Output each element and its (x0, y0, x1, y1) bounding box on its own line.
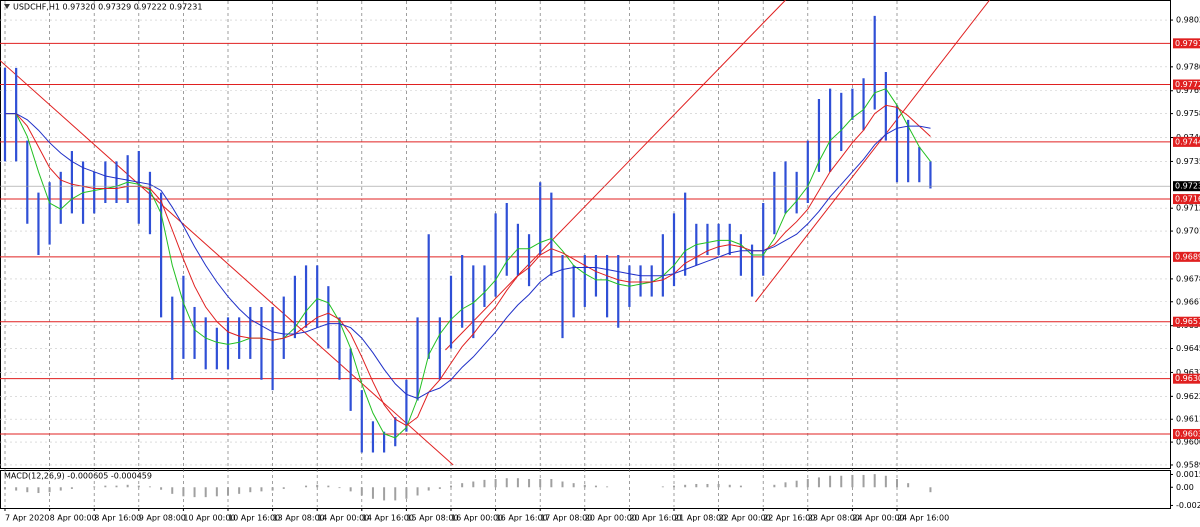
y-tick-label: 0.96450 (1176, 344, 1200, 353)
moving-average (5, 104, 931, 427)
y-tick-label: 0.97350 (1176, 157, 1200, 166)
x-tick-label: 24 Apr 00:00 (852, 514, 904, 523)
y-tick-label: 0.96000 (1176, 438, 1200, 447)
x-tick-label: 22 Apr 16:00 (763, 514, 815, 523)
y-tick-label: 0.96220 (1176, 392, 1200, 401)
x-tick-label: 13 Apr 08:00 (273, 514, 325, 523)
x-tick-label: 8 Apr 00:00 (50, 514, 97, 523)
x-tick-label: 14 Apr 16:00 (362, 514, 414, 523)
x-tick-label: 10 Apr 00:00 (183, 514, 235, 523)
macd-y-tick-label: 0.001557 (1176, 470, 1200, 479)
level-label: 0.97169 (1175, 195, 1200, 204)
level-label: 0.96305 (1175, 374, 1200, 383)
moving-average (5, 88, 931, 439)
moving-average (5, 113, 931, 399)
x-tick-label: 22 Apr 00:00 (719, 514, 771, 523)
y-tick-label: 0.97015 (1176, 227, 1200, 236)
macd-panel-frame (0, 470, 1171, 509)
macd-y-tick-label: -0.00221 (1176, 501, 1200, 510)
chart-title: USDCHF,H1 0.97320 0.97329 0.97222 0.9723… (13, 3, 202, 12)
y-tick-label: 0.97690 (1176, 86, 1200, 95)
y-tick-label: 0.96335 (1176, 368, 1200, 377)
level-label: 0.97918 (1175, 39, 1200, 48)
y-tick-label: 0.97125 (1176, 204, 1200, 213)
trendline (0, 59, 454, 466)
trendline (445, 0, 786, 351)
level-label-box (1173, 251, 1200, 262)
y-tick-label: 0.96110 (1176, 415, 1200, 424)
macd-title: MACD(12,26,9) -0.000605 -0.000459 (4, 472, 152, 481)
y-tick-label: 0.98030 (1176, 16, 1200, 25)
x-tick-label: 7 Apr 2020 (5, 514, 49, 523)
level-label-box (1173, 79, 1200, 90)
y-tick-label: 0.97805 (1176, 62, 1200, 71)
x-tick-label: 8 Apr 16:00 (94, 514, 141, 523)
level-label: 0.96579 (1175, 317, 1200, 326)
x-tick-label: 17 Apr 08:00 (540, 514, 592, 523)
y-tick-label: 0.97580 (1176, 109, 1200, 118)
trendline (754, 0, 990, 303)
x-tick-label: 24 Apr 16:00 (897, 514, 949, 523)
current-price-label: 0.97231 (1175, 182, 1200, 191)
level-label: 0.96039 (1175, 429, 1200, 438)
level-label-box (1173, 136, 1200, 147)
current-price-box (1173, 181, 1200, 192)
level-label: 0.9772 (1175, 80, 1200, 89)
y-tick-label: 0.96675 (1176, 297, 1200, 306)
main-panel-frame (0, 0, 1171, 469)
x-tick-label: 20 Apr 16:00 (629, 514, 681, 523)
x-tick-label: 23 Apr 08:00 (808, 514, 860, 523)
x-tick-label: 20 Apr 00:00 (585, 514, 637, 523)
level-label: 0.96891 (1175, 252, 1200, 261)
x-tick-label: 16 Apr 16:00 (496, 514, 548, 523)
level-label: 0.97444 (1175, 137, 1200, 146)
level-label-box (1173, 38, 1200, 49)
x-tick-label: 21 Apr 08:00 (674, 514, 726, 523)
y-tick-label: 0.95890 (1176, 460, 1200, 469)
x-tick-label: 10 Apr 16:00 (228, 514, 280, 523)
x-tick-label: 9 Apr 08:00 (139, 514, 186, 523)
x-tick-label: 15 Apr 08:00 (406, 514, 458, 523)
level-label-box (1173, 194, 1200, 205)
level-label-box (1173, 428, 1200, 439)
x-tick-label: 14 Apr 00:00 (317, 514, 369, 523)
symbol-icon (4, 4, 10, 9)
level-label-box (1173, 373, 1200, 384)
level-label-box (1173, 316, 1200, 327)
x-tick-label: 16 Apr 00:00 (451, 514, 503, 523)
macd-y-tick-label: 0.00 (1176, 483, 1194, 492)
y-tick-label: 0.96785 (1176, 274, 1200, 283)
